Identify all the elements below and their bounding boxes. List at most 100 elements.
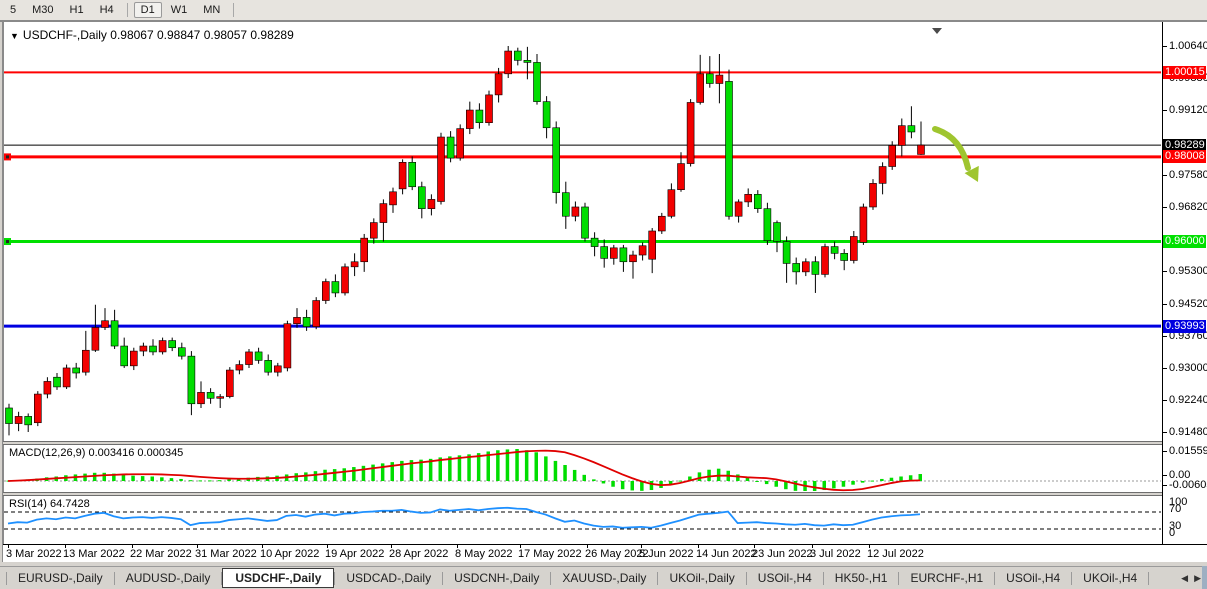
macd-histogram-bar [812,481,817,491]
tab-separator [221,571,223,585]
price-tick-label: 1.00640 [1169,40,1207,52]
tab-scroll-left-icon[interactable]: ◀ [1181,572,1189,583]
candle [5,403,13,436]
candle [590,232,599,257]
axis-separator [1162,22,1163,562]
tab-usdcnh-daily[interactable]: USDCNH-,Daily [454,571,540,585]
candle-body [446,136,455,159]
candlestick-chart[interactable] [4,22,1162,442]
window-corner [1202,566,1207,589]
macd-histogram-bar [342,468,346,481]
tab-eurusd-daily[interactable]: EURUSD-,Daily [18,571,103,585]
tab-hk50-h1[interactable]: HK50-,H1 [834,571,888,585]
macd-histogram-bar [582,474,586,481]
rsi-indicator-panel[interactable] [4,496,1162,542]
macd-histogram-bar [601,481,606,484]
date-tick-mark [65,545,66,548]
macd-histogram-bar [140,476,145,481]
candle [398,159,407,195]
tab-ukoil-h4[interactable]: UKOil-,H4 [1083,571,1138,585]
candle [389,187,397,213]
candle [53,373,61,390]
tab-ukoil-daily[interactable]: UKOil-,Daily [669,571,735,585]
macd-histogram-bar [150,476,154,481]
tab-eurchf-h1[interactable]: EURCHF-,H1 [910,571,984,585]
timeframe-button-w1[interactable]: W1 [170,4,188,16]
date-tick-label: 19 Apr 2022 [325,548,385,560]
macd-histogram-bar [668,481,673,485]
timeframe-button-h4[interactable]: H4 [99,4,114,16]
date-axis[interactable]: 3 Mar 2022 13 Mar 2022 22 Mar 2022 31 Mar 2… [3,544,1207,563]
candle [369,218,378,244]
macd-histogram-bar [688,476,692,481]
candle [110,309,119,349]
date-tick-mark [197,545,198,548]
tab-usoil-h4[interactable]: USOil-,H4 [1006,571,1061,585]
candle [907,106,916,139]
price-axis[interactable]: 1.006400.998800.991200.975800.968200.953… [1163,22,1207,562]
macd-histogram-bar [822,481,826,491]
candle [552,121,561,204]
candle-body [5,407,13,424]
candle-body [178,347,186,357]
macd-histogram-bar [227,479,231,481]
timeframe-button-d1[interactable]: D1 [133,2,162,18]
candle [811,256,820,293]
tab-usdchf-daily[interactable]: USDCHF-,Daily [222,568,335,588]
tab-usoil-h4[interactable]: USOil-,H4 [757,571,812,585]
candle [773,220,781,253]
candle [821,243,829,278]
candle [341,263,349,296]
macd-histogram-bar [563,465,567,481]
candle [33,391,42,427]
candle [869,179,877,210]
macd-histogram-bar [524,450,529,481]
tab-separator [113,571,115,585]
candle [763,202,772,245]
macd-panel-splitter[interactable] [3,441,1207,445]
timeframe-button-h1[interactable]: H1 [69,4,84,16]
candle [494,67,503,103]
candle-body [408,162,417,188]
tab-usdcad-daily[interactable]: USDCAD-,Daily [346,571,432,585]
rsi-panel-splitter[interactable] [3,492,1207,496]
trend-arrow-annotation[interactable] [932,126,971,171]
candle-body [859,206,868,243]
candle-body [552,127,561,193]
tab-scroll-right-icon[interactable]: ▶ [1194,572,1201,583]
chart-shift-marker-icon[interactable] [932,28,942,34]
date-tick-label: 22 Mar 2022 [130,548,192,560]
date-tick-mark [754,545,755,548]
candle-body [744,194,753,203]
candle-body [811,261,820,275]
macd-histogram-bar [131,475,135,481]
macd-histogram-bar [860,481,865,483]
tab-audusd-daily[interactable]: AUDUSD-,Daily [125,571,211,585]
candle [485,90,493,126]
candle [293,308,301,328]
date-tick-label: 23 Jun 2022 [752,548,813,560]
timeframe-button-5[interactable]: 5 [10,4,17,16]
candle [408,156,417,191]
price-level-label-1.00015: 1.00015 [1163,65,1206,79]
candle [475,103,484,129]
rsi-line [7,506,921,529]
macd-histogram-bar [697,472,702,481]
macd-histogram-bar [736,474,740,481]
timeframe-button-mn[interactable]: MN [203,4,221,16]
candle-body [360,237,369,263]
price-tick-mark [1163,367,1167,369]
candle-body [494,73,503,96]
symbol-dropdown-icon[interactable]: ▼ [10,31,19,41]
price-level-label-0.98008: 0.98008 [1163,150,1206,164]
candle-body [888,145,897,167]
candle [427,194,436,216]
candle-body [417,186,426,209]
candle-body [897,125,906,146]
tab-separator [1071,571,1073,585]
candle-body [341,266,349,294]
tab-xauusd-daily[interactable]: XAUUSD-,Daily [562,571,647,585]
candle [101,308,109,331]
timeframe-button-m30[interactable]: M30 [32,4,54,16]
macd-indicator-panel[interactable] [4,445,1162,492]
